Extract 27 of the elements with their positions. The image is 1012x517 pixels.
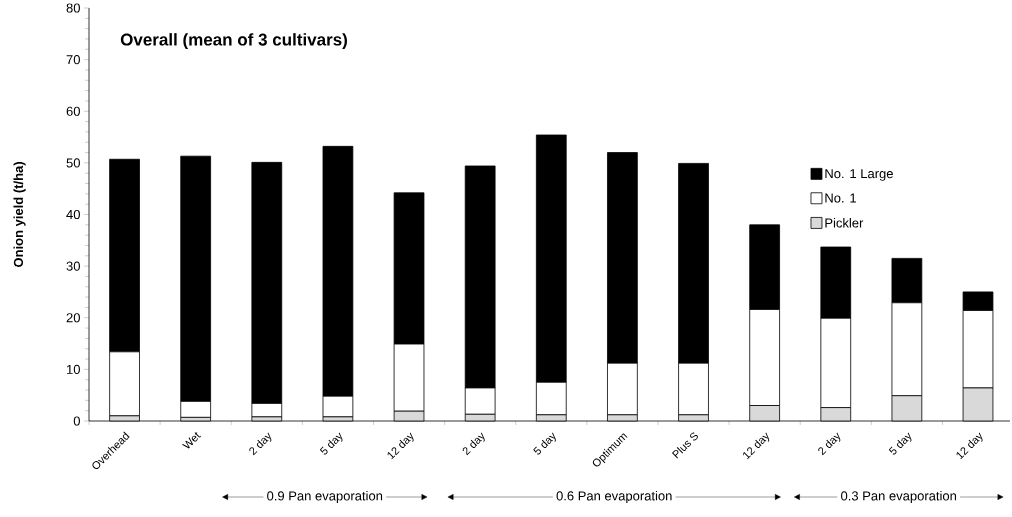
y-tick-label: 20	[66, 313, 80, 323]
y-tick-label: 50	[66, 158, 80, 168]
x-tick-label: 5 day	[888, 432, 912, 455]
y-tick-label: 60	[66, 106, 80, 116]
x-tick-label: 12 day	[743, 432, 770, 460]
legend-label: No. 1 Large	[825, 169, 893, 181]
x-tick-label: 12 day	[387, 432, 414, 460]
x-tick-label: 2 day	[818, 432, 841, 456]
legend-label: No. 1	[825, 193, 856, 203]
legend-label: Pickler	[825, 217, 864, 228]
text: 0.6 Pan evaporation	[556, 490, 672, 504]
x-tick-label: 2 day	[249, 432, 272, 456]
x-tick-label: 12 day	[956, 432, 983, 460]
x-tick-label: 2 day	[462, 432, 485, 456]
y-tick-label: 40	[66, 209, 80, 220]
x-tick-label: Wet	[182, 432, 201, 449]
x-tick-label: 5 day	[319, 432, 343, 455]
y-tick-label: 70	[66, 55, 80, 65]
y-tick-label: 10	[67, 364, 80, 374]
text: 0.3 Pan evaporation	[841, 490, 957, 504]
y-tick-label: 30	[66, 261, 80, 271]
y-axis-title: Onion yield (t/ha)	[13, 162, 26, 268]
y-tick-label: 0	[73, 416, 80, 426]
text: Overall (mean of 3 cultivars)	[120, 33, 347, 49]
y-tick-label: 80	[66, 3, 80, 13]
x-tick-label: 5 day	[533, 432, 556, 455]
text: 0.9 Pan evaporation	[267, 490, 383, 504]
